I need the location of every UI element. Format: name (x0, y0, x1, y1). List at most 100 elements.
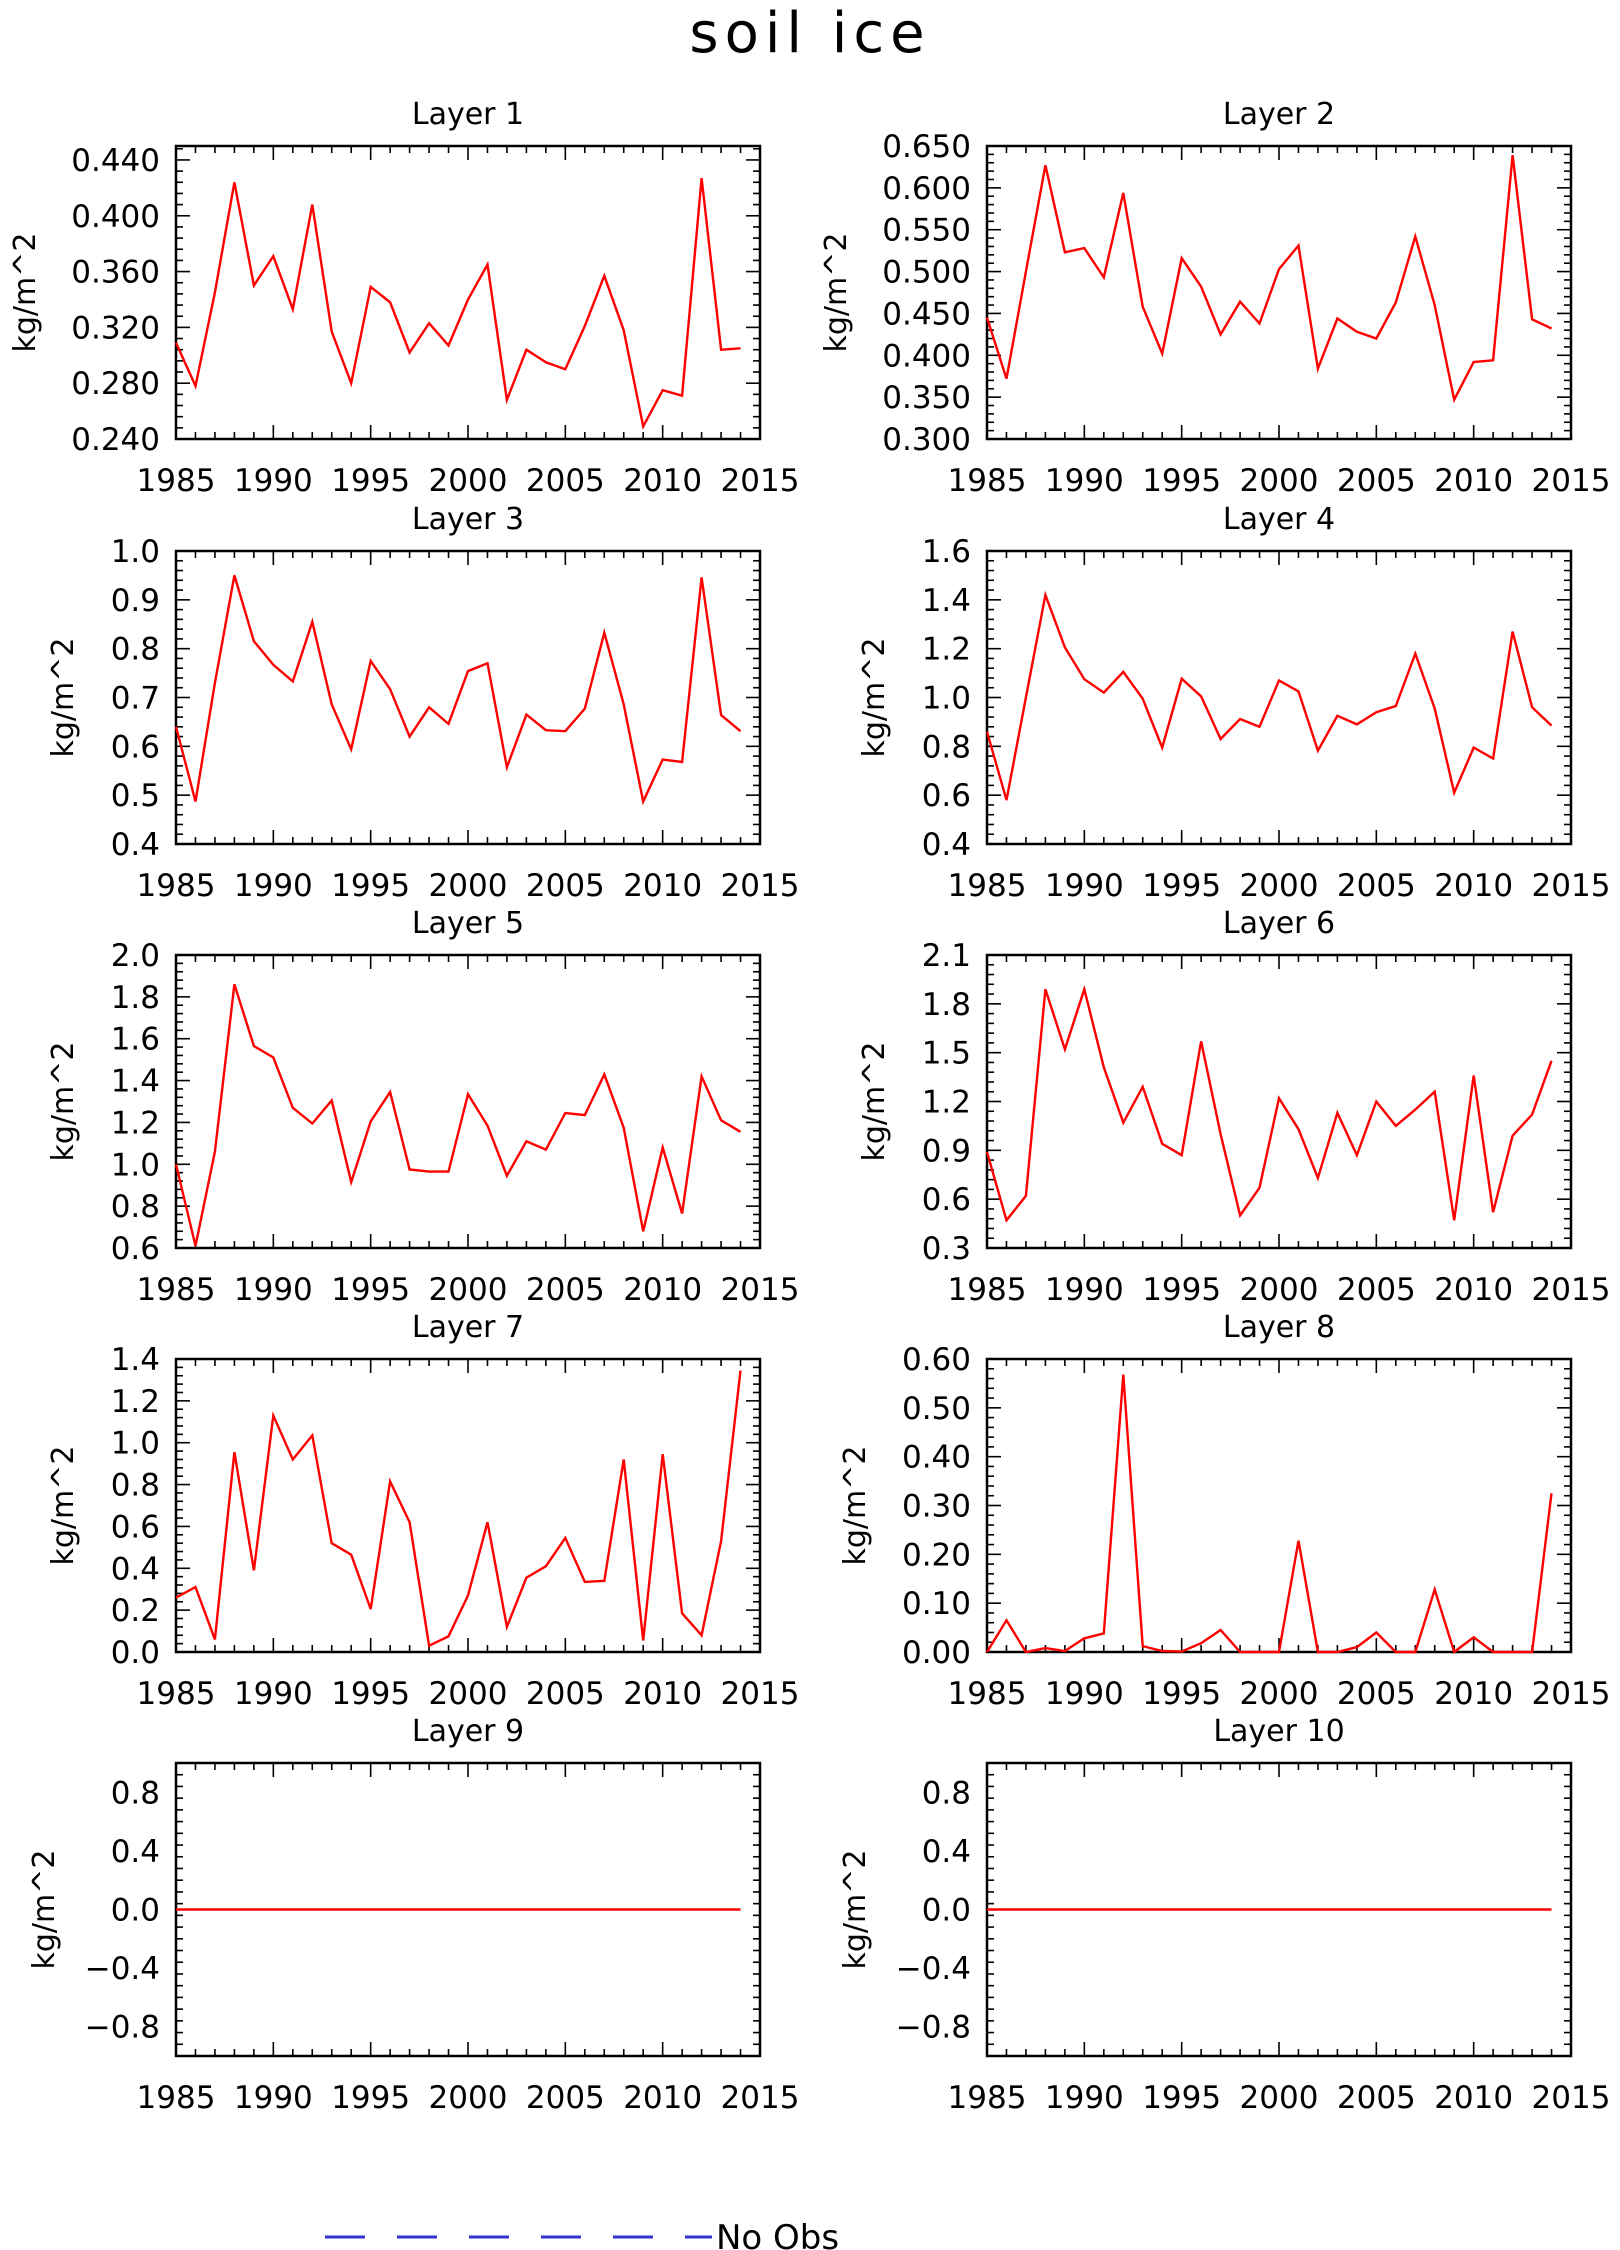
panel-title: Layer 3 (412, 502, 524, 537)
panel-layer-2: Layer 2 1985 1990 1995 2000 2005 2010 2015 0.300… (819, 97, 1610, 499)
x-tick-label: 2010 (1434, 1676, 1513, 1712)
x-tick-label: 2005 (526, 868, 605, 904)
x-tick-label: 2005 (1337, 1676, 1416, 1712)
y-tick-label: 0.4 (111, 827, 160, 863)
y-tick-label: 0.450 (882, 296, 971, 332)
y-tick-label: −0.8 (896, 2010, 971, 2046)
y-tick-label: 1.0 (922, 681, 971, 717)
plot-frame (985, 1357, 1573, 1654)
y-tick-label: 0.600 (882, 171, 971, 207)
y-axis-label: kg/m^2 (857, 638, 892, 758)
x-tick-label: 2010 (1434, 2080, 1513, 2116)
series-line (985, 984, 1553, 1223)
y-tick-label: 1.2 (922, 1085, 971, 1121)
series-line (985, 590, 1553, 801)
x-tick-label: 1985 (137, 1272, 216, 1308)
x-tick-label: 2015 (1532, 1272, 1611, 1308)
y-tick-label: −0.8 (85, 2010, 160, 2046)
panel-title: Layer 9 (412, 1714, 524, 1749)
x-tick-label: 2015 (721, 868, 800, 904)
x-tick-label: 2015 (1532, 1676, 1611, 1712)
y-tick-label: 0.240 (71, 422, 160, 458)
x-tick-label: 2005 (526, 1272, 605, 1308)
y-tick-label: 0.650 (882, 129, 971, 165)
y-tick-label: 0.20 (902, 1537, 971, 1573)
x-tick-label: 2010 (1434, 868, 1513, 904)
legend: No Obs (325, 2218, 839, 2250)
y-tick-label: 0.400 (71, 199, 160, 235)
y-axis-label: kg/m^2 (27, 1850, 62, 1970)
x-tick-label: 2015 (1532, 463, 1611, 499)
x-tick-label: 1990 (234, 463, 313, 499)
x-tick-label: 1990 (234, 1272, 313, 1308)
y-tick-label: 0.5 (111, 778, 160, 814)
y-tick-label: 0.4 (111, 1834, 160, 1870)
y-tick-label: 2.1 (922, 938, 971, 974)
y-axis-label: kg/m^2 (857, 1042, 892, 1162)
y-tick-label: 1.0 (111, 534, 160, 570)
x-tick-label: 1985 (137, 463, 216, 499)
y-tick-label: 0.8 (922, 729, 971, 765)
x-tick-label: 1985 (948, 868, 1027, 904)
x-tick-label: 1985 (948, 1272, 1027, 1308)
x-tick-label: 2005 (526, 2080, 605, 2116)
y-tick-label: 0.4 (922, 827, 971, 863)
y-tick-label: 0.4 (111, 1551, 160, 1587)
x-tick-label: 2010 (1434, 463, 1513, 499)
x-tick-label: 1995 (1142, 2080, 1221, 2116)
plot-frame (174, 1357, 762, 1654)
y-tick-label: 1.0 (111, 1147, 160, 1183)
series-line (174, 983, 742, 1247)
x-tick-label: 1995 (331, 2080, 410, 2116)
panel-title: Layer 2 (1223, 97, 1335, 132)
x-tick-label: 2010 (623, 1676, 702, 1712)
panel-layer-10: Layer 10 1985 1990 1995 2000 2005 2010 2015 −0.8… (838, 1714, 1610, 2116)
legend-no-obs-label: No Obs (716, 2218, 839, 2250)
y-tick-label: 0.60 (902, 1342, 971, 1378)
y-tick-label: 1.2 (922, 632, 971, 668)
y-tick-label: 0.8 (111, 1189, 160, 1225)
x-tick-label: 2000 (429, 1676, 508, 1712)
y-tick-label: 0.30 (902, 1489, 971, 1525)
y-tick-label: 0.440 (71, 143, 160, 179)
x-tick-label: 1990 (1045, 463, 1124, 499)
x-tick-label: 2015 (721, 1676, 800, 1712)
x-tick-label: 2000 (429, 1272, 508, 1308)
x-tick-label: 2015 (1532, 868, 1611, 904)
x-tick-label: 1990 (1045, 1272, 1124, 1308)
x-tick-label: 2005 (526, 1676, 605, 1712)
x-tick-label: 2015 (1532, 2080, 1611, 2116)
plot-frame (985, 144, 1573, 441)
x-tick-label: 2010 (623, 868, 702, 904)
x-tick-label: 2005 (1337, 868, 1416, 904)
x-tick-label: 2015 (721, 463, 800, 499)
y-tick-label: 2.0 (111, 938, 160, 974)
y-tick-label: 0.7 (111, 681, 160, 717)
x-tick-label: 1995 (1142, 1676, 1221, 1712)
y-tick-label: 0.360 (71, 255, 160, 291)
x-tick-label: 1990 (234, 868, 313, 904)
plot-frame (985, 549, 1573, 846)
x-tick-label: 1995 (331, 868, 410, 904)
y-tick-label: 0.50 (902, 1391, 971, 1427)
y-tick-label: 1.4 (111, 1064, 160, 1100)
y-tick-label: 1.0 (111, 1426, 160, 1462)
y-tick-label: 0.4 (922, 1834, 971, 1870)
x-tick-label: 2005 (1337, 2080, 1416, 2116)
y-tick-label: 0.550 (882, 213, 971, 249)
y-axis-label: kg/m^2 (819, 233, 854, 353)
panel-layer-6: Layer 6 1985 1990 1995 2000 2005 2010 2015 0.3 0.… (857, 906, 1610, 1308)
y-axis-label: kg/m^2 (838, 1446, 873, 1566)
x-tick-label: 1995 (331, 1272, 410, 1308)
panel-layer-1: Layer 1 1985 1990 1995 2000 2005 2010 2015 0.240… (8, 97, 799, 499)
x-tick-label: 1995 (331, 1676, 410, 1712)
y-tick-label: 1.5 (922, 1036, 971, 1072)
y-tick-label: 0.280 (71, 366, 160, 402)
x-tick-label: 1985 (137, 2080, 216, 2116)
x-tick-label: 2000 (1240, 463, 1319, 499)
panel-layer-8: Layer 8 1985 1990 1995 2000 2005 2010 2015 0.00 0… (838, 1310, 1610, 1712)
y-axis-label: kg/m^2 (8, 233, 43, 353)
panel-title: Layer 10 (1213, 1714, 1344, 1749)
x-tick-label: 2000 (1240, 1272, 1319, 1308)
